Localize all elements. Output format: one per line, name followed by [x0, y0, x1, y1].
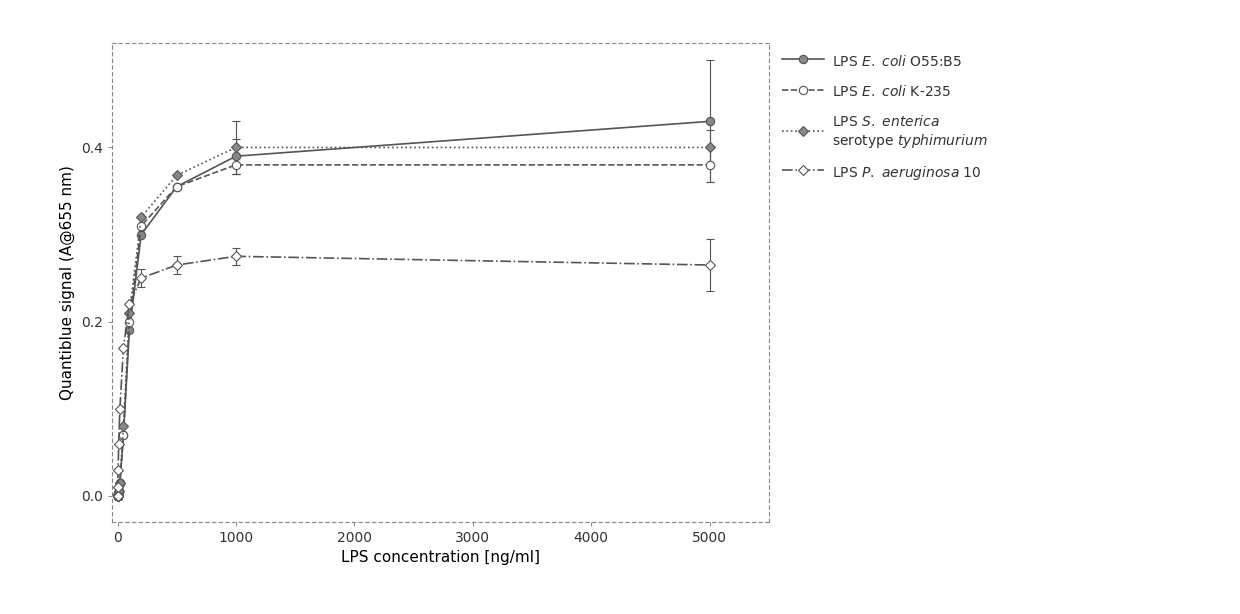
Legend: LPS $\it{E.\ coli}$ O55:B5, LPS $\it{E.\ coli}$ K-235, LPS $\it{S.\ enterica}$
s: LPS $\it{E.\ coli}$ O55:B5, LPS $\it{E.\…	[782, 53, 987, 182]
Y-axis label: Quantiblue signal (A@655 nm): Quantiblue signal (A@655 nm)	[60, 165, 76, 400]
X-axis label: LPS concentration [ng/ml]: LPS concentration [ng/ml]	[341, 551, 539, 565]
